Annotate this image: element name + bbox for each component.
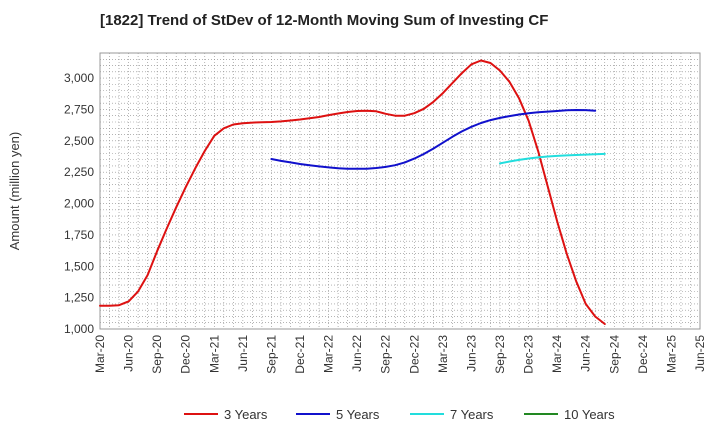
y-tick-label: 1,000 xyxy=(64,322,94,336)
grid-lines xyxy=(100,53,700,329)
legend-label-7-years: 7 Years xyxy=(450,407,494,422)
x-tick-label: Sep-24 xyxy=(607,335,621,374)
x-tick-label: Jun-21 xyxy=(236,335,250,372)
x-tick-labels: Mar-20 Jun-20 Sep-20 Dec-20 Mar-21 Jun-21 Sep-… xyxy=(93,335,707,374)
y-tick-label: 2,000 xyxy=(64,197,94,211)
plot-frame xyxy=(99,52,701,330)
y-tick-label: 2,250 xyxy=(64,165,94,179)
x-tick-label: Dec-23 xyxy=(522,335,536,374)
y-tick-label: 2,500 xyxy=(64,134,94,148)
y-axis-label: Amount (million yen) xyxy=(7,132,22,251)
y-tick-labels: 1,000 1,250 1,500 1,750 2,000 2,250 2,500 2,750… xyxy=(64,71,94,336)
x-tick-label: Dec-21 xyxy=(293,335,307,374)
y-tick-label: 2,750 xyxy=(64,102,94,116)
x-tick-label: Mar-20 xyxy=(93,335,107,373)
x-tick-label: Jun-25 xyxy=(693,335,707,372)
legend-label-10-years: 10 Years xyxy=(564,407,615,422)
x-tick-label: Mar-22 xyxy=(322,335,336,373)
x-tick-label: Jun-24 xyxy=(579,335,593,372)
x-tick-label: Sep-21 xyxy=(264,335,278,374)
legend-label-3-years: 3 Years xyxy=(224,407,268,422)
series-line-3-years xyxy=(99,59,606,325)
series-lines xyxy=(99,59,606,325)
series-line-7-years xyxy=(499,152,606,165)
y-tick-label: 1,750 xyxy=(64,228,94,242)
x-tick-label: Mar-21 xyxy=(207,335,221,373)
x-tick-label: Jun-22 xyxy=(350,335,364,372)
x-tick-label: Sep-20 xyxy=(150,335,164,374)
y-tick-label: 1,250 xyxy=(64,291,94,305)
x-tick-label: Mar-25 xyxy=(664,335,678,373)
x-tick-label: Dec-24 xyxy=(636,335,650,374)
x-tick-label: Mar-24 xyxy=(550,335,564,373)
x-tick-label: Jun-20 xyxy=(122,335,136,372)
x-tick-label: Jun-23 xyxy=(464,335,478,372)
x-tick-label: Sep-23 xyxy=(493,335,507,374)
series-line-5-years xyxy=(270,109,597,170)
legend-label-5-years: 5 Years xyxy=(336,407,380,422)
x-tick-label: Dec-20 xyxy=(179,335,193,374)
legend: 3 Years 5 Years 7 Years 10 Years xyxy=(184,407,615,422)
x-tick-label: Sep-22 xyxy=(379,335,393,374)
chart-title: [1822] Trend of StDev of 12-Month Moving… xyxy=(100,12,549,29)
y-tick-label: 1,500 xyxy=(64,259,94,273)
y-tick-label: 3,000 xyxy=(64,71,94,85)
x-tick-label: Dec-22 xyxy=(407,335,421,374)
x-tick-label: Mar-23 xyxy=(436,335,450,373)
